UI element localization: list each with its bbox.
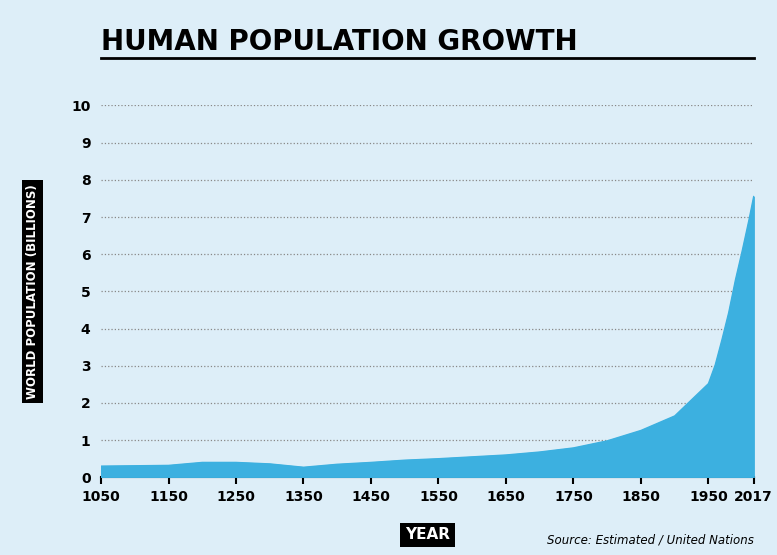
Text: HUMAN POPULATION GROWTH: HUMAN POPULATION GROWTH	[101, 28, 577, 56]
Text: Source: Estimated / United Nations: Source: Estimated / United Nations	[547, 534, 754, 547]
Text: WORLD POPULATION (BILLIONS): WORLD POPULATION (BILLIONS)	[26, 184, 39, 398]
Text: YEAR: YEAR	[405, 527, 450, 542]
